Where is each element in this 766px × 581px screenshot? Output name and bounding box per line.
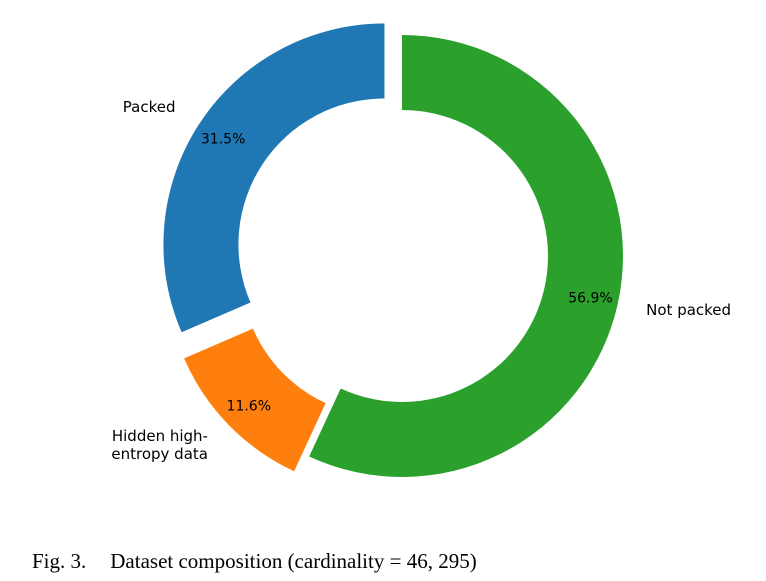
figure-caption: Fig. 3. Dataset composition (cardinality … xyxy=(32,549,477,574)
slice-packed xyxy=(163,23,385,333)
slice-percent-label: 11.6% xyxy=(227,398,271,414)
slice-category-label: Not packed xyxy=(646,301,731,319)
figure-number: Fig. 3. xyxy=(32,549,87,573)
slice-not-packed xyxy=(309,35,623,477)
caption-text: Dataset composition (cardinality = 46, 2… xyxy=(110,549,477,573)
slice-category-label: Hidden high-entropy data xyxy=(111,427,208,463)
slice-percent-label: 56.9% xyxy=(568,291,612,307)
slice-category-label: Packed xyxy=(123,98,176,116)
donut-chart: 56.9% Not packed 11.6% Hidden high-entropy … xyxy=(111,23,731,477)
slice-percent-label: 31.5% xyxy=(201,132,245,148)
slice-hidden-high-entropy-data xyxy=(184,328,326,472)
